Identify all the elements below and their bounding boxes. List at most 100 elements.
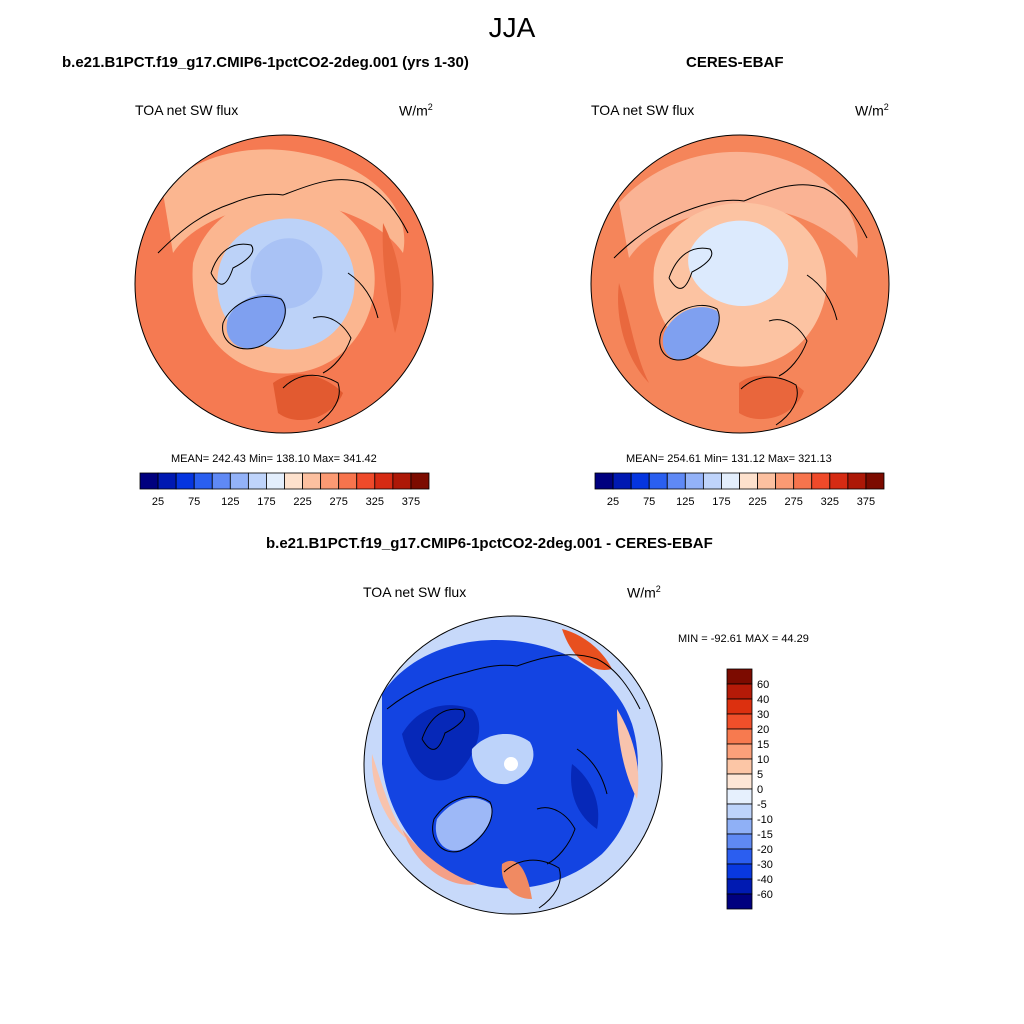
colorbar-box	[648, 472, 668, 490]
colorbar-tick-label: -15	[757, 829, 773, 841]
colorbar-tick-label: 375	[402, 496, 420, 508]
panel-1-variable-label: TOA net SW flux	[135, 102, 239, 118]
colorbar-tick-label: -10	[757, 814, 773, 826]
colorbar-tick-label: -60	[757, 889, 773, 901]
panel-3-title: b.e21.B1PCT.f19_g17.CMIP6-1pctCO2-2deg.0…	[266, 535, 713, 552]
colorbar-box	[775, 472, 795, 490]
panel-3-colorbar: 60 40 30 20 15 10 5 0 -5 -10 -15 -20 -30 -40 -60	[726, 668, 773, 910]
colorbar-box	[757, 472, 777, 490]
colorbar-tick-label: 225	[748, 496, 766, 508]
colorbar-box	[726, 758, 753, 775]
colorbar-box	[726, 848, 753, 865]
colorbar-box	[392, 472, 412, 490]
colorbar-box	[726, 788, 753, 805]
colorbar-box	[211, 472, 231, 490]
colorbar-box	[739, 472, 758, 490]
colorbar-box	[726, 698, 753, 715]
colorbar-tick-label: 75	[188, 496, 200, 508]
panel-2-colorbar: 25 75 125 175 225 275 325 375	[594, 472, 885, 508]
colorbar-box	[320, 472, 340, 490]
colorbar-tick-label: 325	[821, 496, 839, 508]
colorbar-box	[726, 683, 753, 700]
panel-3-polar-map	[363, 615, 663, 915]
panel-1-field-greenland	[226, 294, 287, 349]
colorbar-box	[594, 472, 614, 490]
panel-2-field-greenland	[662, 307, 719, 360]
colorbar-box	[684, 472, 704, 490]
colorbar-box	[175, 472, 195, 490]
panel-2-polar-map	[590, 134, 890, 434]
panel-2-title: CERES-EBAF	[686, 54, 784, 71]
colorbar-tick-label: 5	[757, 769, 763, 781]
panel-2-stats: MEAN= 254.61 Min= 131.12 Max= 321.13	[626, 453, 832, 465]
colorbar-box	[612, 472, 632, 490]
colorbar-tick-label: -20	[757, 844, 773, 856]
panel-1-polar-map	[134, 134, 434, 434]
panel-3-variable-label: TOA net SW flux	[363, 584, 467, 600]
colorbar-box	[726, 893, 753, 910]
colorbar-box	[811, 472, 831, 490]
colorbar-tick-label: 375	[857, 496, 875, 508]
colorbar-tick-label: 0	[757, 784, 763, 796]
colorbar-box	[266, 472, 285, 490]
colorbar-box	[726, 818, 753, 835]
colorbar-box	[157, 472, 177, 490]
colorbar-tick-label: -5	[757, 799, 767, 811]
colorbar-box	[410, 472, 430, 490]
colorbar-box	[829, 472, 849, 490]
colorbar-box	[726, 833, 753, 850]
colorbar-tick-label: -30	[757, 859, 773, 871]
panel-2-field-sea-ice	[688, 220, 789, 307]
colorbar-tick-label: 20	[757, 724, 769, 736]
colorbar-box	[247, 472, 267, 490]
colorbar-tick-label: 25	[607, 496, 619, 508]
colorbar-box	[630, 472, 650, 490]
colorbar-tick-label: 225	[293, 496, 311, 508]
panel-1-title: b.e21.B1PCT.f19_g17.CMIP6-1pctCO2-2deg.0…	[62, 54, 469, 71]
colorbar-tick-label: 275	[785, 496, 803, 508]
colorbar-box	[702, 472, 722, 490]
panel-1-units: W/m2	[399, 102, 433, 119]
colorbar-box	[847, 472, 867, 490]
panel-3-field-near-zero	[471, 733, 534, 785]
colorbar-tick-label: 40	[757, 694, 769, 706]
colorbar-box	[726, 728, 753, 745]
colorbar-tick-label: 175	[257, 496, 275, 508]
colorbar-tick-label: 325	[366, 496, 384, 508]
colorbar-box	[793, 472, 813, 490]
colorbar-box	[726, 668, 753, 685]
panel-3-field-positive	[562, 629, 612, 670]
panel-2-variable-label: TOA net SW flux	[591, 102, 695, 118]
colorbar-tick-label: 275	[330, 496, 348, 508]
colorbar-tick-label: 10	[757, 754, 769, 766]
colorbar-box	[721, 472, 740, 490]
colorbar-box	[229, 472, 249, 490]
colorbar-box	[139, 472, 159, 490]
colorbar-tick-label: 175	[712, 496, 730, 508]
panel-1-field-pole	[250, 238, 323, 309]
colorbar-tick-label: -40	[757, 874, 773, 886]
panel-3-units: W/m2	[627, 584, 661, 601]
colorbar-tick-label: 30	[757, 709, 769, 721]
colorbar-tick-label: 125	[221, 496, 239, 508]
colorbar-box	[666, 472, 686, 490]
colorbar-box	[726, 878, 753, 895]
colorbar-tick-label: 15	[757, 739, 769, 751]
figure-title: JJA	[488, 12, 536, 43]
colorbar-box	[374, 472, 394, 490]
colorbar-tick-label: 125	[676, 496, 694, 508]
colorbar-box	[356, 472, 376, 490]
colorbar-box	[726, 713, 753, 730]
colorbar-box	[338, 472, 358, 490]
panel-1-colorbar: 25 75 125 175 225 275 325 375	[139, 472, 430, 508]
colorbar-box	[193, 472, 213, 490]
colorbar-box	[726, 773, 753, 790]
colorbar-box	[302, 472, 322, 490]
colorbar-box	[284, 472, 303, 490]
colorbar-box	[726, 863, 753, 880]
panel-3-stats: MIN = -92.61 MAX = 44.29	[678, 633, 809, 645]
colorbar-tick-label: 75	[643, 496, 655, 508]
colorbar-box	[726, 803, 753, 820]
colorbar-box	[726, 743, 753, 760]
colorbar-box	[865, 472, 885, 490]
